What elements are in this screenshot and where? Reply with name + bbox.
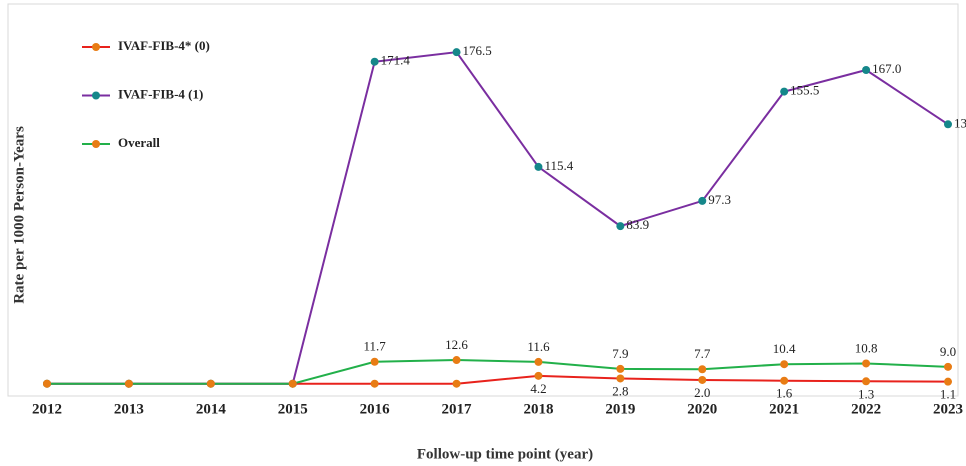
- x-tick-label: 2012: [32, 401, 62, 417]
- data-point: [862, 377, 871, 386]
- legend-marker: [92, 43, 100, 51]
- data-point: [698, 375, 707, 384]
- x-tick-label: 2013: [114, 401, 144, 417]
- series-line: [47, 374, 949, 385]
- data-point: [370, 57, 379, 66]
- series-line: [47, 359, 949, 385]
- data-label: 138.1: [954, 115, 966, 130]
- x-tick-label: 2016: [360, 401, 391, 417]
- legend-label: Overall: [118, 135, 160, 150]
- data-point: [616, 374, 625, 383]
- data-label: 11.6: [527, 339, 550, 354]
- data-point: [206, 379, 215, 388]
- data-point: [698, 196, 707, 205]
- data-point: [944, 377, 952, 386]
- data-point: [288, 379, 297, 388]
- data-label: 1.1: [940, 387, 956, 402]
- y-axis-label: Rate per 1000 Person-Years: [11, 126, 27, 304]
- data-point: [452, 356, 461, 365]
- data-label: 155.5: [790, 83, 819, 98]
- data-point: [370, 379, 379, 388]
- data-label: 83.9: [626, 217, 649, 232]
- data-point: [780, 360, 789, 369]
- data-label: 97.3: [708, 192, 731, 207]
- data-label: 7.9: [612, 346, 628, 361]
- data-label: 9.0: [940, 344, 956, 359]
- data-label: 12.6: [445, 337, 468, 352]
- plot-frame: [7, 3, 959, 397]
- data-label: 7.7: [694, 346, 711, 361]
- data-label: 10.4: [773, 341, 796, 356]
- series-line: [47, 51, 949, 385]
- data-label: 167.0: [872, 61, 901, 76]
- data-label: 2.8: [612, 383, 628, 398]
- legend-marker: [92, 140, 100, 148]
- data-point: [616, 364, 625, 373]
- data-point: [534, 357, 543, 366]
- x-axis-label: Follow-up time point (year): [417, 446, 593, 462]
- data-point: [534, 162, 543, 171]
- data-point: [780, 376, 789, 385]
- data-point: [43, 379, 51, 388]
- data-point: [534, 371, 543, 380]
- data-label: 11.7: [363, 339, 386, 354]
- data-point: [616, 222, 625, 231]
- data-point: [862, 65, 871, 74]
- data-label: 1.6: [776, 386, 793, 401]
- data-point: [698, 365, 707, 374]
- x-tick-label: 2014: [196, 401, 227, 417]
- data-label: 176.5: [463, 43, 492, 58]
- data-point: [452, 379, 461, 388]
- data-label: 1.3: [858, 386, 874, 401]
- data-point: [370, 357, 379, 366]
- x-tick-label: 2015: [278, 401, 308, 417]
- x-tick-label: 2020: [687, 401, 717, 417]
- data-point: [944, 120, 952, 129]
- data-point: [780, 87, 789, 96]
- data-label: 2.0: [694, 385, 710, 400]
- data-point: [862, 359, 871, 368]
- data-label: 10.8: [855, 340, 878, 355]
- x-tick-label: 2019: [605, 401, 635, 417]
- x-tick-label: 2017: [442, 401, 473, 417]
- legend-marker: [92, 91, 100, 100]
- data-label: 115.4: [544, 158, 573, 173]
- legend-label: IVAF-FIB-4* (0): [118, 38, 210, 53]
- x-tick-label: 2023: [933, 401, 963, 417]
- x-tick-label: 2021: [769, 401, 799, 417]
- data-point: [944, 362, 952, 371]
- data-point: [124, 379, 133, 388]
- x-tick-label: 2022: [851, 401, 881, 417]
- data-point: [452, 48, 461, 57]
- data-label: 171.4: [381, 53, 411, 68]
- data-label: 4.2: [530, 381, 546, 396]
- x-tick-label: 2018: [523, 401, 553, 417]
- legend-label: IVAF-FIB-4 (1): [118, 86, 203, 101]
